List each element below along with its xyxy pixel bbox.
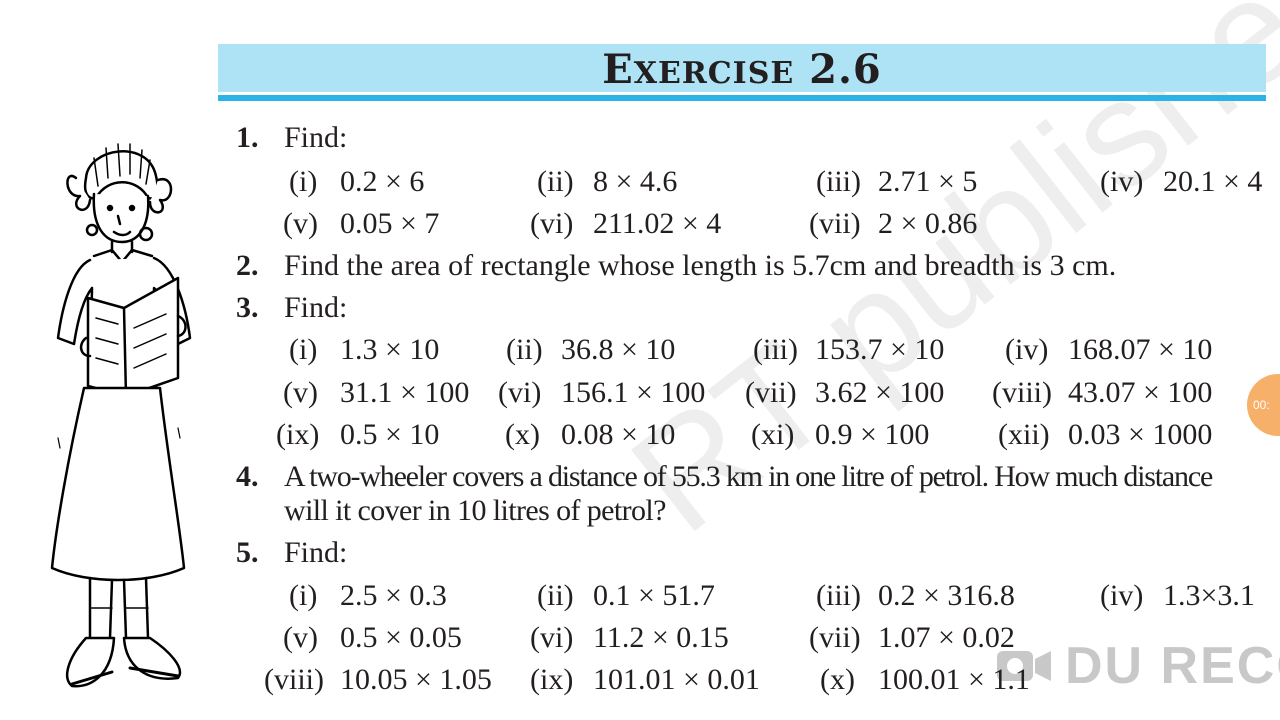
q5-item-expr: 2.5 × 0.3: [340, 579, 447, 612]
q5-item-label: (vii): [809, 621, 861, 654]
q3-item-label: (i): [289, 333, 318, 366]
q3-item-label: (xi): [751, 418, 795, 451]
q3-item-expr: 0.5 × 10: [340, 418, 440, 451]
q1-item-label: (i): [289, 165, 318, 198]
q1-item-label: (vii): [809, 207, 861, 240]
q3-item-expr: 36.8 × 10: [561, 333, 676, 366]
q1-item-label: (ii): [537, 165, 574, 198]
q3-item-label: (vi): [498, 376, 542, 409]
q3-item-label: (iv): [1005, 333, 1049, 366]
q5-item-label: (ii): [537, 579, 574, 612]
q3-item-label: (iii): [753, 333, 798, 366]
q5-item-expr: 101.01 × 0.01: [593, 663, 760, 696]
video-camera-icon: [997, 651, 1051, 681]
q5-item-label: (ix): [530, 663, 574, 696]
q3-item-expr: 0.03 × 1000: [1068, 418, 1213, 451]
q5-item-expr: 0.1 × 51.7: [593, 579, 715, 612]
question-2-number: 2.: [236, 249, 259, 282]
q5-item-label: (x): [820, 663, 855, 696]
q5-item-label: (vi): [530, 621, 574, 654]
q1-item-label: (iv): [1100, 165, 1144, 198]
question-5-text: Find:: [284, 536, 348, 569]
header-rule: [218, 95, 1266, 101]
q3-item-expr: 153.7 × 10: [815, 333, 945, 366]
q5-item-expr: 10.05 × 1.05: [340, 663, 492, 696]
q1-item-label: (iii): [816, 165, 861, 198]
q1-item-label: (vi): [530, 207, 574, 240]
question-1-number: 1.: [236, 121, 259, 154]
q1-item-expr: 2 × 0.86: [878, 207, 978, 240]
q3-item-expr: 0.9 × 100: [815, 418, 930, 451]
q3-item-label: (vii): [745, 376, 797, 409]
du-recorder-watermark: DU RECO: [995, 636, 1280, 696]
q3-item-expr: 31.1 × 100: [340, 376, 470, 409]
q1-item-expr: 20.1 × 4: [1163, 165, 1263, 198]
exercise-header: EXERCISE 2.6: [218, 44, 1266, 93]
question-5-number: 5.: [236, 536, 259, 569]
du-recorder-text: DU RECO: [1065, 637, 1280, 695]
exercise-title: EXERCISE 2.6: [602, 46, 882, 93]
q5-item-label: (viii): [264, 663, 324, 696]
q5-item-expr: 11.2 × 0.15: [593, 621, 729, 654]
q1-item-expr: 8 × 4.6: [593, 165, 678, 198]
q5-item-label: (i): [289, 579, 318, 612]
question-4-text-line1: A two-wheeler covers a distance of 55.3 …: [284, 460, 1213, 493]
q3-item-label: (viii): [992, 376, 1052, 409]
q5-item-expr: 1.3×3.1: [1163, 579, 1255, 612]
q1-item-expr: 0.05 × 7: [340, 207, 440, 240]
girl-reading-illustration: [50, 143, 192, 688]
q3-item-expr: 0.08 × 10: [561, 418, 676, 451]
q3-item-label: (ix): [276, 418, 320, 451]
question-4-number: 4.: [236, 460, 259, 493]
q5-item-expr: 1.07 × 0.02: [878, 621, 1015, 654]
q5-item-expr: 0.2 × 316.8: [878, 579, 1015, 612]
q5-item-label: (v): [283, 621, 318, 654]
q3-item-label: (xii): [998, 418, 1050, 451]
q5-item-expr: 100.01 × 1.1: [878, 663, 1030, 696]
q3-item-expr: 43.07 × 100: [1068, 376, 1213, 409]
q1-item-expr: 2.71 × 5: [878, 165, 978, 198]
question-3-text: Find:: [284, 291, 348, 324]
q1-item-expr: 0.2 × 6: [340, 165, 425, 198]
q3-item-label: (x): [505, 418, 540, 451]
question-1-text: Find:: [284, 121, 348, 154]
q5-item-label: (iv): [1100, 579, 1144, 612]
q1-item-expr: 211.02 × 4: [593, 207, 722, 240]
q5-item-label: (iii): [816, 579, 861, 612]
q5-item-expr: 0.5 × 0.05: [340, 621, 462, 654]
question-4-text-line2: will it cover in 10 litres of petrol?: [284, 494, 666, 527]
q3-item-expr: 1.3 × 10: [340, 333, 440, 366]
q3-item-expr: 168.07 × 10: [1068, 333, 1213, 366]
q3-item-expr: 156.1 × 100: [561, 376, 706, 409]
q3-item-label: (ii): [506, 333, 543, 366]
q1-item-label: (v): [283, 207, 318, 240]
question-2-text: Find the area of rectangle whose length …: [284, 249, 1117, 282]
question-3-number: 3.: [236, 291, 259, 324]
q3-item-label: (v): [283, 376, 318, 409]
q3-item-expr: 3.62 × 100: [815, 376, 945, 409]
